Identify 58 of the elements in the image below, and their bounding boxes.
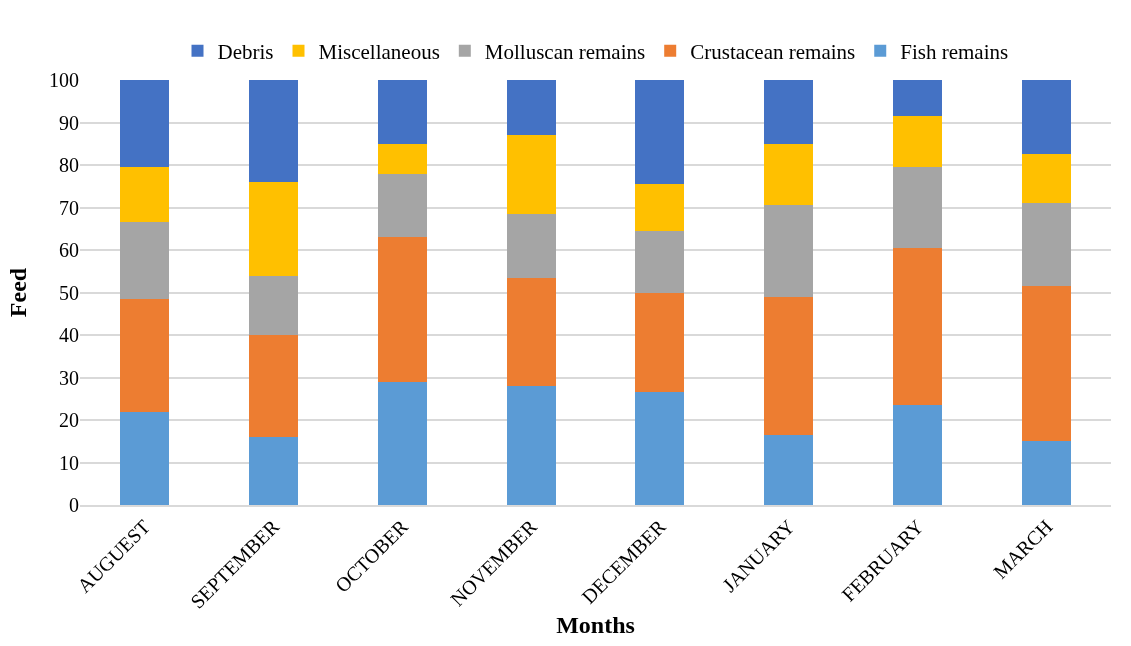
- bar: [1022, 203, 1072, 287]
- bar: [119, 222, 169, 299]
- bar: [635, 184, 685, 231]
- bar: [635, 292, 685, 393]
- legend-label: Molluscan remains: [484, 39, 646, 64]
- legend-label: Crustacean remains: [690, 39, 856, 64]
- bar: [119, 167, 169, 223]
- bar: [119, 298, 169, 412]
- bar: [506, 213, 556, 278]
- bar: [248, 335, 298, 437]
- legend-label: Debris: [217, 39, 274, 64]
- bar: [248, 80, 298, 182]
- bar: [893, 247, 943, 406]
- x-axis-title: Months: [556, 612, 635, 639]
- bar: [506, 80, 556, 136]
- y-tick-label: 30: [59, 366, 79, 389]
- bar: [248, 275, 298, 335]
- bar: [506, 386, 556, 505]
- bar: [635, 80, 685, 185]
- bar: [377, 80, 427, 144]
- bar: [893, 167, 943, 248]
- bar: [248, 182, 298, 276]
- bar: [248, 437, 298, 505]
- bar: [377, 381, 427, 505]
- bar: [764, 143, 814, 206]
- y-tick-label: 40: [59, 324, 79, 346]
- y-tick-label: 60: [59, 239, 79, 261]
- y-tick-label: 100: [49, 69, 79, 91]
- bar: [1022, 80, 1072, 155]
- bar: [893, 80, 943, 117]
- bar: [506, 277, 556, 386]
- bar: [377, 173, 427, 238]
- bar: [764, 205, 814, 297]
- bar: [635, 392, 685, 505]
- y-tick-label: 10: [59, 451, 79, 474]
- bar: [506, 135, 556, 214]
- bar: [635, 230, 685, 293]
- y-axis-title: Feed: [5, 267, 32, 318]
- bar: [1022, 441, 1072, 505]
- y-tick-label: 80: [59, 154, 79, 176]
- bar: [377, 143, 427, 174]
- bar: [764, 80, 814, 144]
- bar: [1022, 286, 1072, 442]
- bar: [1022, 154, 1072, 204]
- bar: [893, 405, 943, 505]
- y-tick-label: 20: [59, 409, 79, 431]
- legend-label: Miscellaneous: [318, 39, 440, 64]
- bar: [893, 116, 943, 168]
- bar: [377, 237, 427, 382]
- y-tick-label: 0: [69, 494, 79, 516]
- y-tick-label: 70: [59, 196, 79, 219]
- bar: [119, 411, 169, 505]
- y-tick-label: 50: [59, 281, 79, 304]
- bar: [119, 80, 169, 168]
- bar: [764, 296, 814, 435]
- bar: [764, 434, 814, 505]
- y-tick-label: 90: [59, 111, 79, 134]
- legend-label: Fish remains: [900, 39, 1009, 64]
